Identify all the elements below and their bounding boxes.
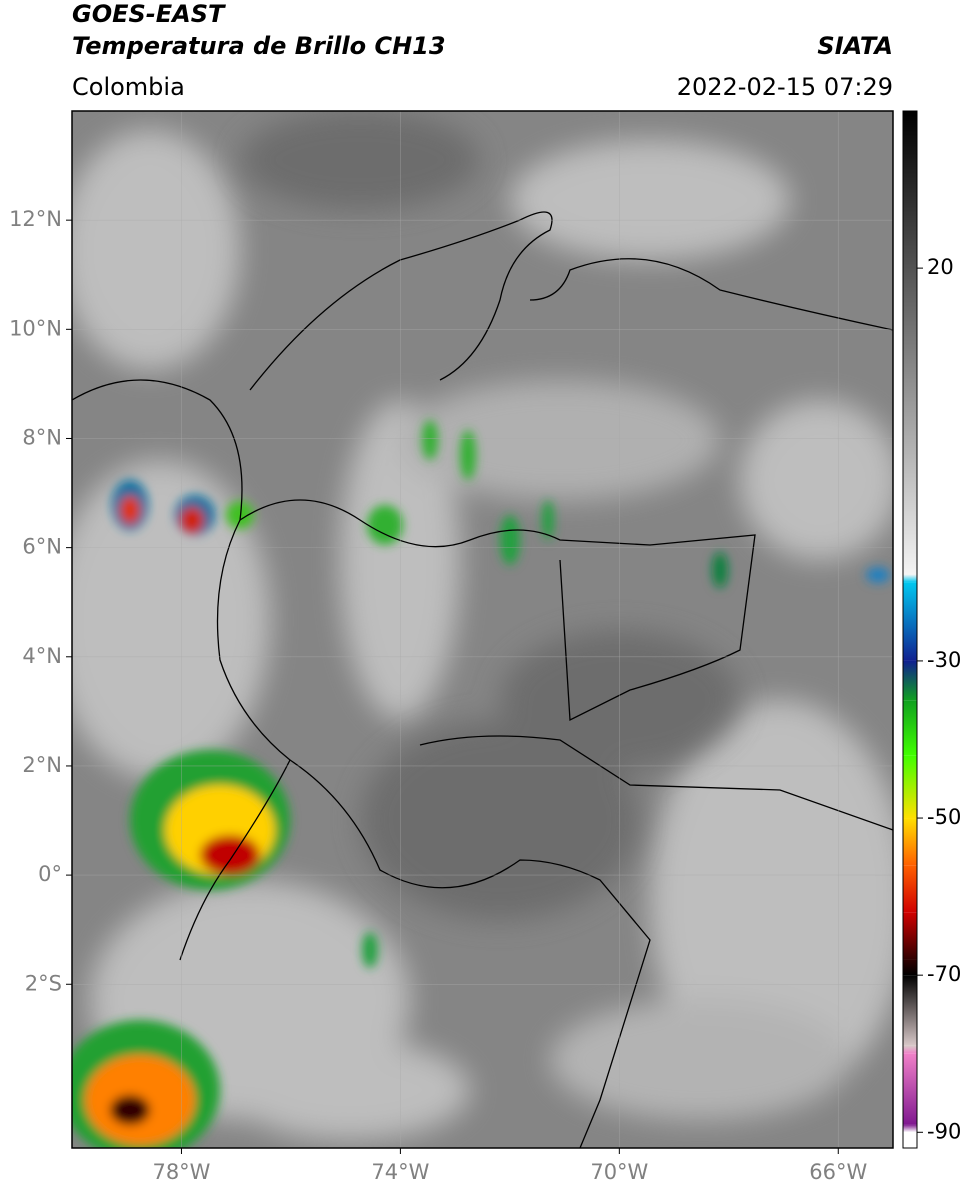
colorbar-segment [903,582,917,661]
satellite-image [72,111,893,1148]
colorbar-segment [903,1124,917,1133]
agency-title: SIATA [817,32,893,60]
colorbar-segment [903,818,917,866]
map-frame [71,110,894,1149]
colorbar-segment [903,865,917,913]
colorbar-tick-label: 20 [927,255,954,279]
colorbar-tick-label: -70 [927,962,961,986]
y-tick-label: 0° [38,862,62,886]
colorbar-segment [903,975,917,1046]
y-tick-label: 4°N [22,644,62,668]
region-label: Colombia [72,73,185,101]
y-tick-label: 6°N [22,535,62,559]
y-tick-label: 2°N [22,753,62,777]
colorbar-tick-label: -30 [927,648,961,672]
colorbar-tick-label: -90 [927,1119,961,1143]
y-tick-label: 8°N [22,425,62,449]
colorbar-segment [903,1132,917,1148]
satellite-title: GOES-EAST [72,0,226,28]
colorbar-segment [903,700,917,756]
colorbar-segment [903,574,917,583]
x-tick-label: 66°W [809,1160,867,1184]
colorbar-segment [903,1045,917,1054]
colorbar-segment [903,111,917,575]
x-tick-label: 70°W [590,1160,648,1184]
colorbar-tick-label: -50 [927,805,961,829]
colorbar-frame [902,110,918,1149]
x-tick-label: 74°W [371,1160,429,1184]
colorbar-segment [903,959,917,976]
y-tick-label: 10°N [9,316,62,340]
y-tick-label: 12°N [9,207,62,231]
datetime-label: 2022-02-15 07:29 [677,73,893,101]
x-tick-label: 78°W [152,1160,210,1184]
colorbar-segment [903,755,917,819]
colorbar-segment [903,912,917,960]
colorbar-segment [903,1053,917,1125]
y-tick-label: 2°S [25,971,62,995]
colorbar-segment [903,660,917,701]
product-title: Temperatura de Brillo CH13 [72,32,446,60]
